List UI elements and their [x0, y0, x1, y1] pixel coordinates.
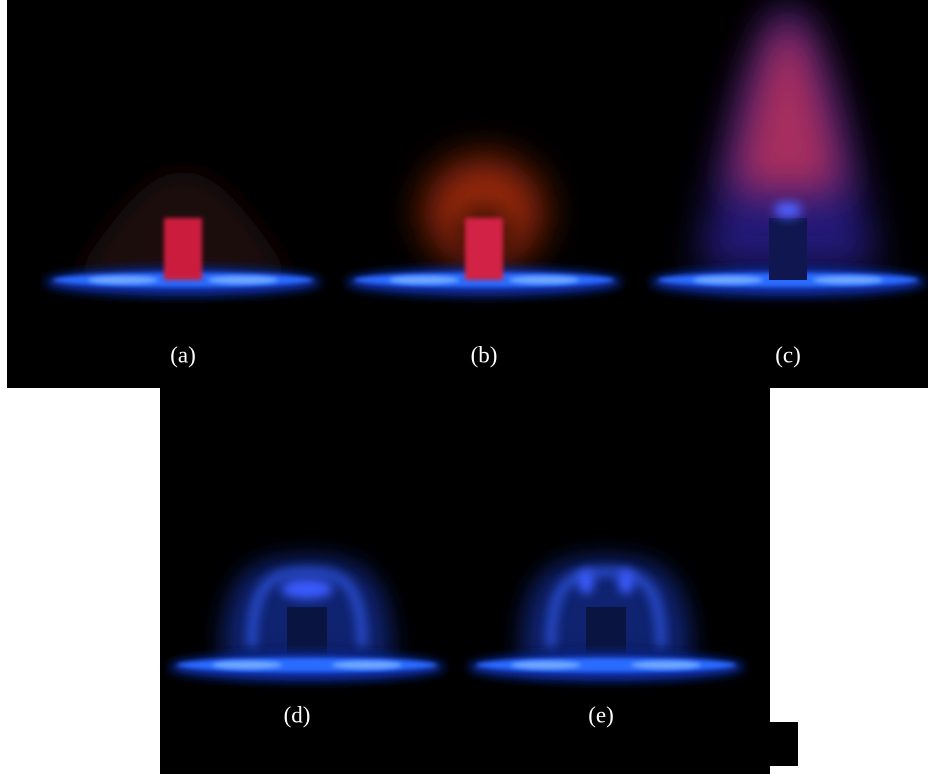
panel-label: (e): [588, 702, 614, 727]
figure: (a) (b) (c) (d) (e): [0, 0, 928, 774]
panel-label: (a): [170, 342, 196, 367]
page: {"panels": [{"label": "(a)"}, {"label": …: [0, 0, 928, 774]
panel-label: (b): [471, 342, 498, 367]
panel-label: (d): [284, 702, 311, 727]
bottom-tab-bg: [770, 722, 798, 766]
panel-label: (c): [775, 342, 801, 367]
